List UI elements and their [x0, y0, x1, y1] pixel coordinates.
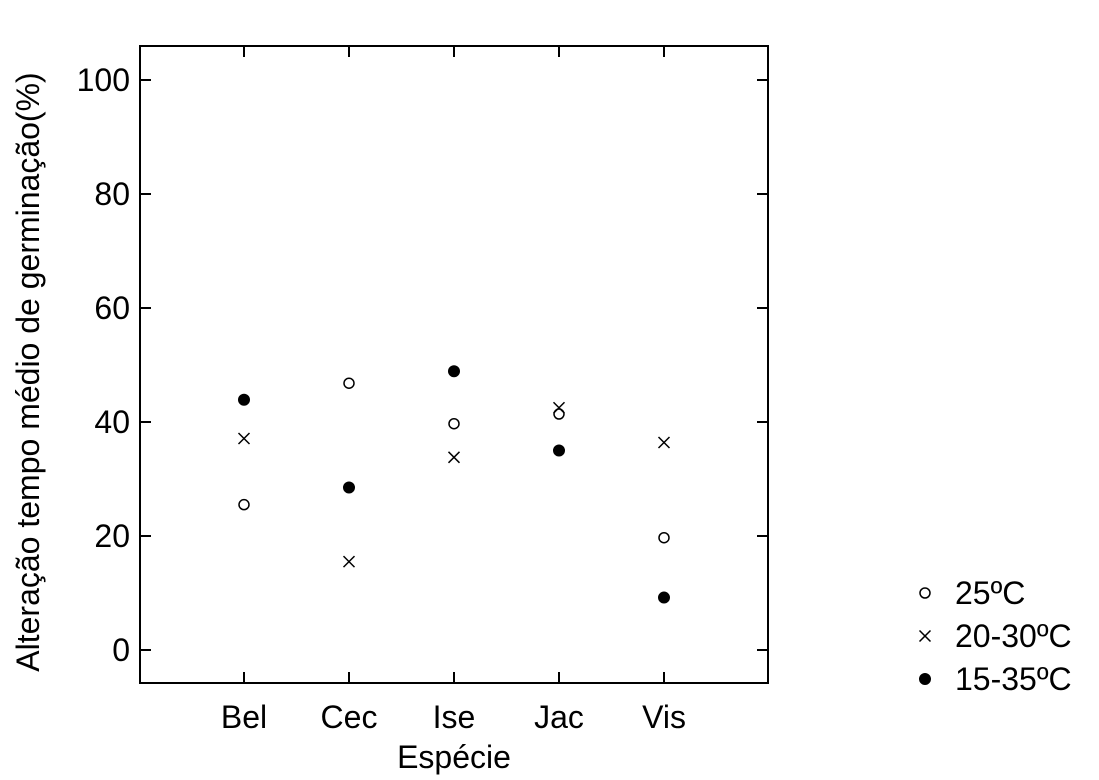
data-point-open-circle — [658, 531, 670, 544]
x-tick-label: Jac — [534, 699, 584, 735]
data-point-filled-circle — [238, 393, 250, 406]
data-point-open-circle — [238, 498, 250, 511]
x-tick-label: Cec — [321, 699, 378, 735]
data-point-open-circle — [448, 417, 460, 430]
x-tick-label: Vis — [642, 699, 686, 735]
axis-ticks: 0 20 40 60 80 100 Bel Cec Ise Jac Vis — [77, 46, 768, 735]
legend-label: 25ºC — [955, 575, 1025, 611]
y-tick-label: 80 — [94, 176, 130, 212]
legend-label: 20-30ºC — [955, 618, 1072, 654]
y-tick-label: 40 — [94, 404, 130, 440]
y-axis-title: Alteração tempo médio de germinação(%) — [10, 72, 46, 671]
data-points — [237, 365, 671, 604]
y-tick-label: 0 — [112, 632, 130, 668]
data-point-filled-circle — [448, 365, 460, 378]
data-point-cross — [552, 401, 566, 414]
data-point-open-circle — [343, 377, 355, 389]
legend-marker-filled-circle — [919, 673, 931, 685]
x-tick-label: Ise — [433, 699, 476, 735]
data-point-filled-circle — [343, 481, 355, 494]
y-tick-label: 100 — [77, 62, 130, 98]
data-point-cross — [237, 432, 251, 445]
data-point-filled-circle — [658, 591, 670, 604]
data-point-cross — [342, 555, 356, 568]
legend-label: 15-35ºC — [955, 661, 1072, 697]
data-point-filled-circle — [553, 444, 565, 457]
y-tick-label: 20 — [94, 518, 130, 554]
legend-marker-cross — [918, 629, 932, 643]
x-tick-label: Bel — [221, 699, 267, 735]
data-point-cross — [447, 451, 461, 464]
plot-frame — [139, 45, 769, 684]
data-point-cross — [657, 436, 671, 449]
legend-marker-open-circle — [919, 587, 931, 599]
y-tick-label: 60 — [94, 290, 130, 326]
data-point-open-circle — [553, 408, 565, 420]
legend: 25ºC 20-30ºC 15-35ºC — [918, 575, 1072, 697]
x-axis-title: Espécie — [397, 739, 511, 775]
